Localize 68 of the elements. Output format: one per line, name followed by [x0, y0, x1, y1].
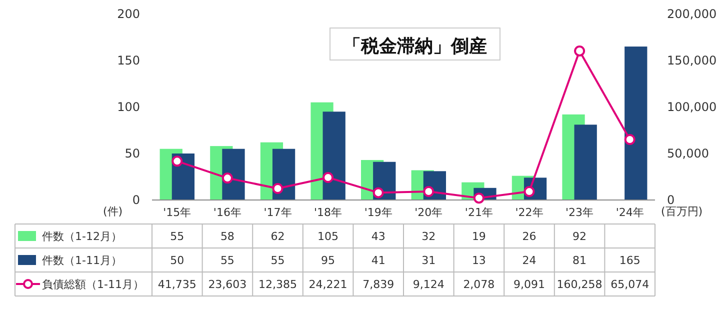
y-tick-label: 0: [132, 193, 140, 207]
y2-tick-label: 150,000: [667, 54, 717, 68]
point: [322, 172, 334, 183]
x-tick-label: '22年: [515, 206, 544, 219]
data-label: 9,091: [514, 278, 545, 291]
x-tick-label: '16年: [213, 206, 242, 219]
y-tick-label: 200: [117, 7, 140, 21]
text: 「税金滞納」倒産: [343, 36, 487, 57]
point: [172, 156, 183, 167]
data-label: 41,735: [158, 278, 196, 291]
data-label: 19: [472, 230, 486, 243]
legend-label: 負債総額（1-11月）: [42, 278, 144, 291]
y-tick-label: 150: [117, 54, 140, 68]
data-label: 7,839: [362, 278, 394, 291]
data-label: 55: [220, 254, 234, 267]
point: [222, 172, 233, 184]
data-label: 12,385: [258, 278, 297, 291]
y2-tick-label: 50,000: [667, 146, 709, 160]
data-label: 95: [321, 254, 336, 267]
data-label: 92: [572, 230, 587, 243]
y2-tick-label: 100,000: [667, 100, 717, 114]
data-label: 160,258: [556, 278, 602, 291]
point: [524, 186, 535, 198]
data-label: 62: [270, 230, 285, 243]
data-label: 105: [318, 230, 339, 243]
x-tick-label: '24年: [616, 206, 644, 219]
data-label: 43: [371, 230, 386, 243]
y2-tick-label: 200,000: [667, 7, 717, 21]
data-label: 32: [422, 230, 436, 243]
data-label: 81: [572, 254, 587, 267]
data-label: 65,074: [610, 278, 650, 291]
x-tick-label: '18年: [314, 206, 342, 219]
x-tick-label: '23年: [566, 206, 594, 219]
point: [372, 187, 384, 198]
data-label: 9,124: [412, 278, 444, 291]
data-label: 24: [522, 254, 536, 267]
point: [473, 192, 484, 204]
x-tick-label: '21年: [464, 206, 493, 219]
data-label: 50: [170, 254, 184, 267]
x-tick-label: '15年: [163, 206, 192, 219]
x-tick-label: '17年: [264, 206, 292, 219]
y-tick-label: 100: [117, 100, 140, 114]
point: [423, 186, 434, 198]
data-label: 165: [619, 254, 640, 267]
point: [624, 134, 636, 145]
x-tick-label: '20年: [414, 206, 443, 219]
data-label: 55: [170, 230, 184, 243]
bar: [322, 112, 346, 200]
y-axis-title: (件): [103, 205, 123, 218]
data-label: 41: [371, 254, 386, 267]
data-label: 2,078: [463, 278, 495, 291]
y2-tick-label: 0: [667, 193, 675, 207]
point: [574, 45, 586, 56]
data-label: 23,603: [208, 278, 247, 291]
data-label: 55: [270, 254, 285, 267]
x-tick-label: '19年: [364, 206, 392, 219]
legend-label: 件数（1-11月）: [42, 254, 122, 267]
bar: [574, 124, 597, 200]
point: [272, 182, 284, 194]
data-label: 31: [422, 254, 436, 267]
y2-axis-title: (百万円): [661, 205, 703, 218]
data-label: 13: [472, 254, 486, 267]
y-tick-label: 50: [124, 146, 140, 160]
bar: [624, 46, 648, 200]
data-label: 24,221: [308, 278, 348, 291]
legend-label: 件数（1-12月）: [42, 230, 122, 243]
data-label: 26: [522, 230, 536, 243]
data-label: 58: [220, 230, 234, 243]
